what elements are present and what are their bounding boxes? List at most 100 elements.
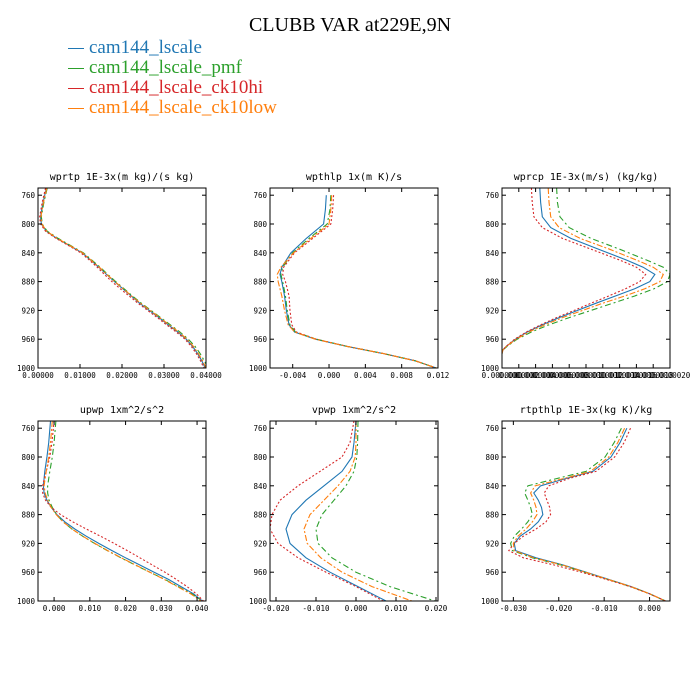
x-tick-label: 0.01000 [64,371,96,380]
y-tick-label: 800 [485,220,499,229]
legend-item: cam144_lscale_ck10hi [68,78,277,98]
y-tick-label: 800 [253,453,267,462]
series-line-cam144-lscale-ck10hi [282,195,437,368]
series-line-cam144-lscale-ck10low [40,188,206,368]
x-tick-label: 0.010 [79,604,102,613]
y-tick-label: 1000 [481,364,500,373]
x-tick-label: 0.0000020 [650,371,691,380]
y-tick-label: 880 [485,278,499,287]
x-tick-label: -0.020 [262,604,290,613]
series-line-cam144-lscale-ck10low [276,195,437,368]
x-tick-label: 0.008 [390,371,413,380]
x-tick-label: 0.000 [318,371,341,380]
x-tick-label: -0.004 [279,371,307,380]
y-tick-label: 960 [21,568,35,577]
x-tick-label: 0.012 [427,371,450,380]
series-line-cam144-lscale [39,188,206,368]
series-lines [42,421,204,601]
legend-item: cam144_lscale [68,38,277,58]
y-tick-label: 920 [253,539,267,548]
x-tick-label: 0.03000 [148,371,180,380]
series-line-cam144-lscale [279,195,437,368]
chart-panel-wprcp: wprcp 1E-3x(m/s) (kg/kg) 760 800 840 880 920 9… [481,172,691,380]
panel-title: upwp 1xm^2/s^2 [80,405,164,416]
y-tick-label: 760 [485,191,499,200]
series-line-cam144-lscale-ck10low [512,427,666,601]
legend-swatch [68,47,84,49]
x-tick-label: 0.004 [354,371,377,380]
y-tick-label: 880 [21,278,35,287]
y-tick-label: 920 [21,306,35,315]
x-tick-label: -0.010 [591,604,619,613]
x-tick-label: -0.030 [500,604,528,613]
x-tick-label: 0.0000010 [566,371,607,380]
x-tick-label: 0.00000 [22,371,54,380]
y-tick-label: 800 [253,220,267,229]
legend-label: cam144_lscale_pmf [89,57,243,78]
chart-panel-upwp: upwp 1xm^2/s^2 760 800 840 880 920 960 1000 0.00… [17,405,209,613]
y-tick-label: 840 [485,482,499,491]
series-line-cam144-lscale-ck10hi [42,421,204,601]
y-tick-label: 760 [21,191,35,200]
y-tick-label: 1000 [17,597,36,606]
x-tick-label: 0.040 [186,604,209,613]
y-tick-label: 1000 [481,597,500,606]
y-tick-label: 920 [21,539,35,548]
y-tick-label: 760 [485,424,499,433]
x-tick-label: 0.000 [345,604,368,613]
series-line-cam144-lscale-ck10hi [39,188,205,368]
panel-title: rtpthlp 1E-3x(kg K)/kg [520,405,652,416]
page-title: CLUBB VAR at229E,9N [248,14,452,36]
x-tick-label: 0.04000 [190,371,222,380]
series-lines [39,188,206,368]
y-tick-label: 960 [253,335,267,344]
y-tick-label: 880 [253,278,267,287]
x-tick-label: 0.0000008 [549,371,590,380]
y-tick-label: 840 [21,482,35,491]
series-line-cam144-lscale-ck10low [303,421,413,601]
y-tick-label: 960 [485,335,499,344]
plot-frame [501,187,671,369]
x-tick-label: 0.030 [150,604,173,613]
legend-item: cam144_lscale_ck10low [68,98,277,118]
series-line-cam144-lscale [42,421,203,601]
x-tick-label: 0.0000012 [582,371,623,380]
series-line-cam144-lscale-pmf [47,421,203,601]
series-line-cam144-lscale-pmf [510,427,666,601]
legend-swatch [68,107,84,109]
chart-panel-rtpthlp: rtpthlp 1E-3x(kg K)/kg 760 800 840 880 920 960… [481,405,671,613]
legend-item: cam144_lscale_pmf [68,58,277,78]
x-tick-label: -0.020 [545,604,573,613]
x-tick-label: 0.0000016 [616,371,657,380]
y-tick-label: 880 [485,511,499,520]
series-lines [507,427,666,601]
y-tick-label: 1000 [249,597,268,606]
y-tick-label: 800 [21,453,35,462]
x-tick-label: 0.020 [425,604,448,613]
y-tick-label: 840 [21,249,35,258]
y-tick-label: 760 [21,424,35,433]
series-line-cam144-lscale-pmf [280,195,437,368]
series-line-cam144-lscale-ck10hi [270,421,384,601]
legend-swatch [68,67,84,69]
x-tick-label: 0.0000000 [482,371,523,380]
y-tick-label: 920 [485,306,499,315]
x-tick-label: 0.0000018 [633,371,674,380]
y-tick-label: 760 [253,191,267,200]
series-line-cam144-lscale [502,188,656,354]
y-tick-label: 1000 [249,364,268,373]
panel-title: vpwp 1xm^2/s^2 [312,405,396,416]
series-line-cam144-lscale-ck10low [502,188,664,354]
y-tick-label: 760 [253,424,267,433]
series-line-cam144-lscale [285,421,387,601]
y-tick-label: 920 [485,539,499,548]
series-lines [502,188,670,354]
y-tick-label: 840 [485,249,499,258]
legend-label: cam144_lscale_ck10low [89,97,277,118]
plot-frame [37,187,207,369]
y-tick-label: 800 [21,220,35,229]
panel-title: wprtp 1E-3x(m kg)/(s kg) [50,172,195,183]
y-tick-label: 880 [253,511,267,520]
plot-frame [501,420,671,602]
